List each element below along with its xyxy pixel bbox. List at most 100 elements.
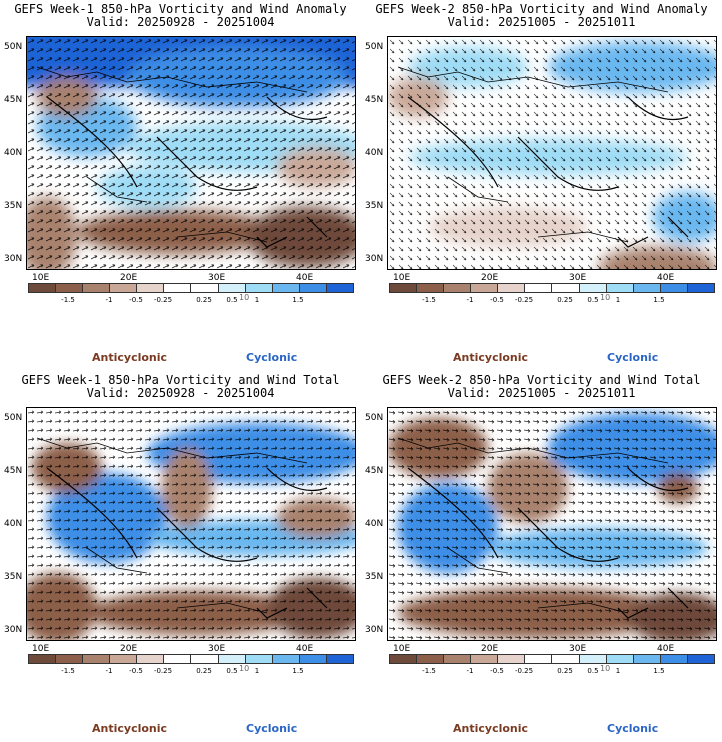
- colorbar-swatch: [687, 284, 714, 292]
- lat-label: 45N: [4, 95, 23, 105]
- colorbar: [28, 283, 354, 293]
- colorbar-tick: 0.25: [557, 667, 573, 675]
- colorbar-swatch: [390, 655, 418, 663]
- colorbar-tick: -1.5: [422, 296, 436, 304]
- lat-label: 40N: [365, 519, 384, 529]
- colorbar-swatch: [272, 655, 300, 663]
- colorbar-swatch: [137, 284, 165, 292]
- reference-vector-label: 10: [239, 293, 250, 302]
- colorbar-swatch: [660, 284, 688, 292]
- colorbar-tick: 1: [254, 296, 260, 304]
- colorbar-swatch: [218, 284, 246, 292]
- reference-vector-label: 10: [600, 293, 611, 302]
- lon-label: 20E: [120, 273, 138, 283]
- colorbar: [28, 654, 354, 664]
- map-canvas: [388, 37, 716, 269]
- colorbar-tick: 0.5: [226, 296, 238, 304]
- colorbar-tick: 0.25: [557, 296, 573, 304]
- lon-label: 40E: [296, 644, 314, 654]
- colorbar-tick: 0.5: [587, 296, 599, 304]
- colorbar-tick: -0.5: [129, 296, 143, 304]
- lon-label: 40E: [657, 273, 675, 283]
- colorbar-swatch: [444, 655, 472, 663]
- vorticity-map: [26, 36, 356, 270]
- panel-valid-dates: Valid: 20250928 - 20251004: [86, 15, 275, 29]
- vorticity-map: [387, 407, 717, 641]
- colorbar-tick: 0.25: [196, 667, 212, 675]
- lat-label: 50N: [365, 42, 384, 52]
- colorbar-tick: 1: [254, 667, 260, 675]
- colorbar-swatch: [245, 284, 273, 292]
- colorbar-swatch: [110, 655, 138, 663]
- colorbar-tick: -0.25: [514, 296, 534, 304]
- colorbar-swatch: [164, 655, 192, 663]
- panel-week2-total: GEFS Week-2 850-hPa Vorticity and Wind T…: [361, 371, 722, 742]
- colorbar-tick: 1.5: [292, 296, 304, 304]
- colorbar-swatch: [633, 655, 661, 663]
- lon-label: 30E: [569, 273, 587, 283]
- panel-week1-anomaly: GEFS Week-1 850-hPa Vorticity and Wind A…: [0, 0, 361, 371]
- lat-label: 50N: [365, 413, 384, 423]
- colorbar-tick: -0.5: [490, 296, 504, 304]
- colorbar-swatch: [552, 284, 580, 292]
- anticyclonic-label: Anticyclonic: [453, 722, 529, 735]
- colorbar-swatch: [417, 284, 445, 292]
- lon-label: 30E: [208, 273, 226, 283]
- lat-label: 45N: [365, 466, 384, 476]
- lat-label: 30N: [4, 625, 23, 635]
- panel-valid-dates: Valid: 20251005 - 20251011: [447, 15, 636, 29]
- colorbar-swatch: [29, 284, 57, 292]
- colorbar-swatch: [498, 655, 526, 663]
- colorbar-swatch: [164, 284, 192, 292]
- lon-label: 30E: [208, 644, 226, 654]
- colorbar-swatch: [525, 284, 553, 292]
- map-canvas: [27, 37, 355, 269]
- cyclonic-label: Cyclonic: [246, 351, 298, 364]
- colorbar-swatch: [56, 284, 84, 292]
- colorbar-tick: -1: [105, 296, 113, 304]
- lon-label: 40E: [296, 273, 314, 283]
- colorbar-swatch: [498, 284, 526, 292]
- lat-label: 35N: [4, 572, 23, 582]
- panel-week2-anomaly: GEFS Week-2 850-hPa Vorticity and Wind A…: [361, 0, 722, 371]
- colorbar-tick: -1.5: [61, 667, 75, 675]
- colorbar-swatch: [326, 284, 353, 292]
- reference-vector-label: 10: [600, 664, 611, 673]
- colorbar-tick: -0.5: [129, 667, 143, 675]
- lat-label: 40N: [365, 148, 384, 158]
- lat-label: 35N: [365, 572, 384, 582]
- colorbar-swatch: [29, 655, 57, 663]
- lat-label: 30N: [4, 254, 23, 264]
- lat-label: 50N: [4, 42, 23, 52]
- colorbar-swatch: [191, 284, 219, 292]
- anticyclonic-label: Anticyclonic: [92, 722, 168, 735]
- colorbar-tick: 1: [615, 667, 621, 675]
- colorbar-tick: 0.25: [196, 296, 212, 304]
- vorticity-map: [387, 36, 717, 270]
- colorbar-tick: -0.25: [514, 667, 534, 675]
- lat-label: 40N: [4, 519, 23, 529]
- lat-label: 35N: [365, 201, 384, 211]
- colorbar-tick: 1.5: [653, 296, 665, 304]
- colorbar-swatch: [299, 655, 327, 663]
- colorbar-swatch: [110, 284, 138, 292]
- lon-label: 30E: [569, 644, 587, 654]
- lon-label: 10E: [32, 644, 50, 654]
- lat-label: 35N: [4, 201, 23, 211]
- lat-label: 50N: [4, 413, 23, 423]
- colorbar-tick: -1: [466, 296, 474, 304]
- lon-label: 40E: [657, 644, 675, 654]
- panel-title: GEFS Week-2 850-hPa Vorticity and Wind A…: [375, 2, 708, 16]
- colorbar-tick: 1: [615, 296, 621, 304]
- colorbar-tick: -1.5: [422, 667, 436, 675]
- colorbar-tick: 0.5: [226, 667, 238, 675]
- cyclonic-label: Cyclonic: [607, 722, 659, 735]
- colorbar-tick: 1.5: [292, 667, 304, 675]
- colorbar-swatch: [606, 284, 634, 292]
- panel-title: GEFS Week-2 850-hPa Vorticity and Wind T…: [382, 373, 701, 387]
- colorbar-swatch: [83, 284, 111, 292]
- colorbar-swatch: [137, 655, 165, 663]
- cyclonic-label: Cyclonic: [246, 722, 298, 735]
- colorbar-swatch: [633, 284, 661, 292]
- colorbar: [389, 283, 715, 293]
